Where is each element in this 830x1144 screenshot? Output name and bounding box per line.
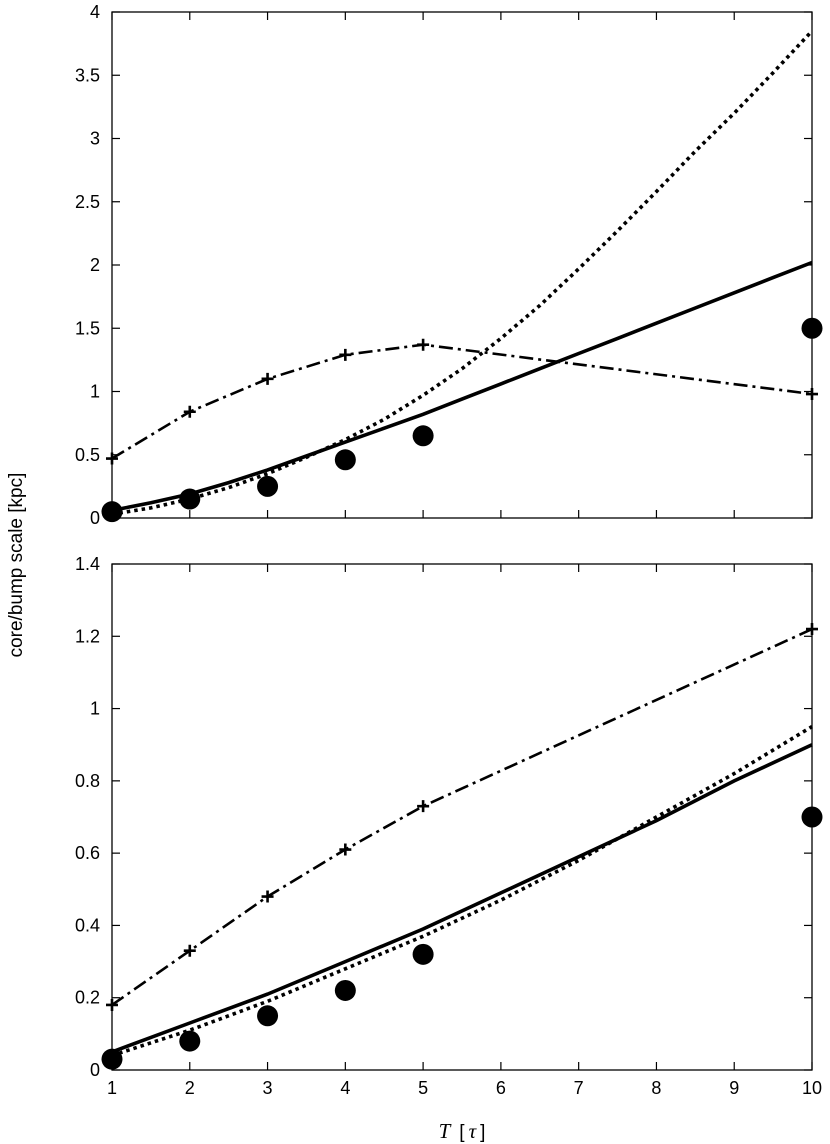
x-tick-label-6: 6 xyxy=(496,1078,506,1098)
bottom-y-tick-label-1.4: 1.4 xyxy=(75,554,100,574)
bottom-series-dash-dot-line xyxy=(111,627,813,1006)
top-panel-plot-area xyxy=(101,29,823,523)
top-point-dots-5 xyxy=(412,425,434,447)
x-tick-label-2: 2 xyxy=(185,1078,195,1098)
bottom-y-tick-label-0.2: 0.2 xyxy=(75,988,100,1008)
top-marker-dash-dot-10 xyxy=(806,388,818,401)
top-y-tick-label-1: 1 xyxy=(90,382,100,402)
bottom-point-dots-5 xyxy=(412,943,434,965)
bottom-panel-frame xyxy=(111,563,813,1071)
bottom-panel-ticks xyxy=(111,563,813,1071)
x-tick-label-10: 10 xyxy=(802,1078,822,1098)
bottom-y-tick-label-1.2: 1.2 xyxy=(75,626,100,646)
x-axis-title: T [ τ ] xyxy=(439,1119,486,1143)
bottom-point-dots-3 xyxy=(257,1005,279,1027)
top-y-tick-label-3.5: 3.5 xyxy=(75,65,100,85)
top-panel: 0 0.5 1 1.5 2 2.5 3 3.5 4 xyxy=(75,2,823,528)
bottom-panel: 1 2 3 4 5 6 7 8 9 10 0 0.2 0.4 0.6 0.8 1 1.2 1.4 xyxy=(75,554,823,1098)
top-series-dotted-line xyxy=(111,29,814,516)
bottom-y-tick-label-0.8: 0.8 xyxy=(75,771,100,791)
top-point-dots-4 xyxy=(334,449,356,471)
top-marker-dash-dot-4 xyxy=(339,348,352,361)
bottom-series-solid-line xyxy=(111,743,813,1054)
bottom-marker-dash-dot-3 xyxy=(261,890,274,903)
top-marker-dash-dot-5 xyxy=(417,338,430,351)
x-axis-title-open-bracket: [ xyxy=(459,1122,465,1143)
top-point-dots-1 xyxy=(101,501,123,523)
top-y-tick-label-1.5: 1.5 xyxy=(75,318,100,338)
bottom-point-dots-4 xyxy=(334,979,356,1001)
top-y-tick-label-2.5: 2.5 xyxy=(75,192,100,212)
top-point-dots-2 xyxy=(179,488,201,510)
x-tick-label-5: 5 xyxy=(418,1078,428,1098)
top-point-dots-10 xyxy=(801,317,823,339)
top-marker-dash-dot-3 xyxy=(261,372,274,385)
bottom-point-dots-10 xyxy=(801,806,823,828)
bottom-point-dots-2 xyxy=(179,1030,201,1052)
x-tick-label-9: 9 xyxy=(729,1078,739,1098)
top-panel-y-tick-labels: 0 0.5 1 1.5 2 2.5 3 3.5 4 xyxy=(75,2,100,528)
x-tick-label-3: 3 xyxy=(263,1078,273,1098)
bottom-marker-dash-dot-2 xyxy=(183,944,196,957)
bottom-y-tick-label-1: 1 xyxy=(90,699,100,719)
top-y-tick-label-3: 3 xyxy=(90,129,100,149)
top-series-dash-dot-line xyxy=(111,343,813,460)
x-tick-label-4: 4 xyxy=(340,1078,350,1098)
x-tick-label-7: 7 xyxy=(574,1078,584,1098)
top-y-tick-label-0.5: 0.5 xyxy=(75,445,100,465)
top-y-tick-label-2: 2 xyxy=(90,255,100,275)
top-point-dots-3 xyxy=(257,475,279,497)
bottom-series-dotted-line xyxy=(111,725,813,1058)
top-panel-frame xyxy=(111,11,813,519)
top-marker-dash-dot-2 xyxy=(183,405,196,418)
top-panel-ticks xyxy=(111,11,813,519)
x-axis-title-unit: τ xyxy=(469,1119,478,1143)
bottom-panel-x-tick-labels: 1 2 3 4 5 6 7 8 9 10 xyxy=(107,1078,822,1098)
bottom-marker-dash-dot-1 xyxy=(106,998,118,1011)
bottom-marker-dash-dot-10 xyxy=(806,623,818,636)
top-y-tick-label-4: 4 xyxy=(90,2,100,22)
bottom-y-tick-label-0: 0 xyxy=(90,1060,100,1080)
x-tick-label-1: 1 xyxy=(107,1078,117,1098)
top-marker-dash-dot-1 xyxy=(106,452,118,465)
top-series-solid-line xyxy=(111,260,813,513)
bottom-panel-plot-area xyxy=(101,623,823,1070)
bottom-marker-dash-dot-4 xyxy=(339,843,352,856)
x-axis-title-close-bracket: ] xyxy=(480,1122,485,1143)
x-tick-label-8: 8 xyxy=(651,1078,661,1098)
y-axis-title: core/bump scale [kpc] xyxy=(6,473,27,658)
bottom-panel-y-tick-labels: 0 0.2 0.4 0.6 0.8 1 1.2 1.4 xyxy=(75,554,100,1080)
top-y-tick-label-0: 0 xyxy=(90,508,100,528)
bottom-point-dots-1 xyxy=(101,1048,123,1070)
x-axis-title-variable: T xyxy=(439,1119,452,1143)
bottom-marker-dash-dot-5 xyxy=(417,800,430,813)
bottom-y-tick-label-0.6: 0.6 xyxy=(75,843,100,863)
bottom-y-tick-label-0.4: 0.4 xyxy=(75,915,100,935)
